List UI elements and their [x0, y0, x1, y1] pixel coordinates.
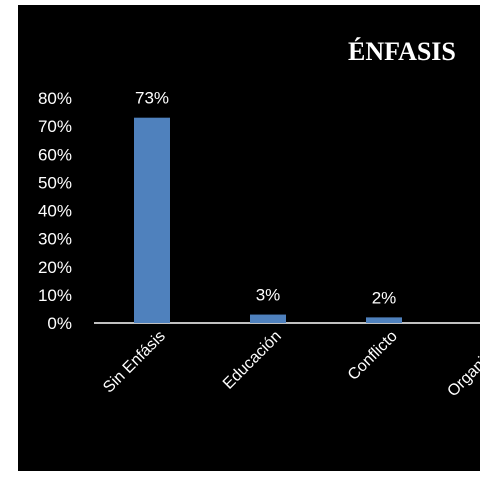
category-label: Conflicto: [345, 328, 401, 384]
category-label: Organizacio: [444, 328, 480, 400]
y-tick-label: 0%: [47, 314, 72, 333]
y-tick-label: 70%: [38, 117, 72, 136]
bar: [134, 117, 170, 323]
y-tick-label: 20%: [38, 258, 72, 277]
y-tick-label: 40%: [38, 202, 72, 221]
y-tick-label: 60%: [38, 145, 72, 164]
data-label: 73%: [135, 89, 169, 108]
y-tick-label: 30%: [38, 230, 72, 249]
chart-title: ÉNFASIS: [348, 37, 456, 66]
data-labels-group: 73% 3% 2%: [135, 89, 396, 308]
y-tick-label: 80%: [38, 89, 72, 108]
bar: [250, 314, 286, 323]
data-label: 2%: [372, 288, 397, 307]
y-axis: 0% 10% 20% 30% 40% 50% 60% 70% 80%: [38, 89, 72, 333]
bar: [366, 317, 402, 323]
category-label: Educación: [220, 328, 285, 393]
y-tick-label: 50%: [38, 173, 72, 192]
category-label: Sin Enfásis: [100, 328, 169, 397]
y-tick-label: 10%: [38, 286, 72, 305]
chart-frame: ÉNFASIS 0% 10% 20% 30% 40% 50% 60% 70% 80% 73% 3%…: [18, 5, 480, 471]
bar-chart: ÉNFASIS 0% 10% 20% 30% 40% 50% 60% 70% 80% 73% 3%…: [38, 37, 480, 400]
category-labels-group: Sin Enfásis Educación Conflicto Organizacio: [100, 328, 480, 400]
data-label: 3%: [256, 286, 281, 305]
bars-group: [134, 117, 402, 323]
